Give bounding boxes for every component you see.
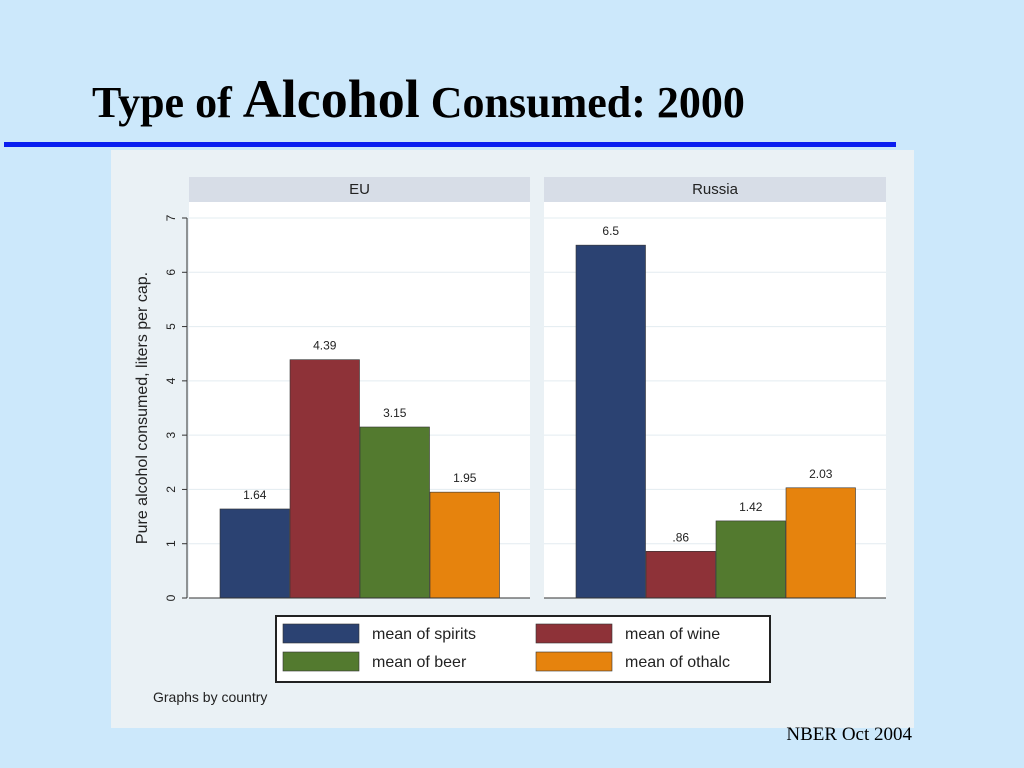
y-tick-label: 0	[164, 594, 178, 601]
title-text-3: Consumed: 2000	[430, 78, 745, 127]
chart-panel: EU 1.64 4.39 3.15 1.95 Russia 6.5 .86 1.42 2.03 0…	[111, 150, 914, 728]
bar-value-label: 2.03	[809, 467, 833, 481]
panels-layer: EU 1.64 4.39 3.15 1.95 Russia 6.5 .86 1.42 2.03	[189, 177, 886, 599]
bar-value-label: 1.42	[739, 500, 763, 514]
slide-footer: NBER Oct 2004	[786, 724, 912, 745]
bar-russia-2	[715, 520, 786, 599]
title-text-2: Alcohol	[242, 69, 420, 129]
y-axis-title: Pure alcohol consumed, liters per cap.	[134, 272, 151, 544]
legend-label: mean of othalc	[625, 654, 730, 671]
title-text-1: Type of	[92, 78, 232, 127]
bar-russia-1	[645, 551, 716, 599]
y-tick-label: 5	[164, 323, 178, 330]
bar-russia-0	[575, 244, 646, 599]
legend-swatch	[282, 623, 360, 644]
bar-eu-2	[359, 426, 430, 599]
panel-header-strip	[189, 177, 530, 202]
legend-label: mean of spirits	[372, 626, 476, 643]
y-tick-label: 2	[164, 486, 178, 493]
legend-swatch	[535, 651, 613, 672]
legend-label: mean of wine	[625, 626, 720, 643]
y-tick-label: 6	[164, 269, 178, 276]
title-underline	[4, 142, 896, 147]
bar-value-label: 3.15	[383, 406, 407, 420]
y-tick-label: 7	[164, 214, 178, 221]
bar-value-label: .86	[672, 530, 689, 544]
bar-value-label: 4.39	[313, 339, 337, 353]
slide-title: Type of Alcohol Consumed: 2000	[92, 72, 745, 126]
panel-title: Russia	[692, 181, 739, 198]
legend-swatch	[282, 651, 360, 672]
panel-header-strip	[544, 177, 886, 202]
legend-label: mean of beer	[372, 654, 467, 671]
panel-russia: Russia 6.5 .86 1.42 2.03	[544, 177, 886, 599]
bar-eu-1	[289, 359, 360, 599]
y-tick-label: 3	[164, 431, 178, 438]
y-tick-label: 4	[164, 377, 178, 384]
y-tick-label: 1	[164, 540, 178, 547]
bar-value-label: 6.5	[602, 224, 619, 238]
bar-value-label: 1.64	[243, 488, 267, 502]
panel-title: EU	[349, 181, 370, 198]
y-axis: 0 1 2 3 4 5 6 7 Pure alcohol consumed, liters pe…	[134, 214, 188, 601]
bar-eu-0	[219, 508, 290, 599]
legend-swatch	[535, 623, 613, 644]
bar-russia-3	[785, 487, 856, 599]
legend: mean of spirits mean of wine mean of beer m…	[275, 615, 771, 683]
bar-value-label: 1.95	[453, 471, 477, 485]
bar-eu-3	[429, 491, 500, 599]
bar-chart: EU 1.64 4.39 3.15 1.95 Russia 6.5 .86 1.42 2.03 0…	[134, 177, 886, 705]
graphs-by-note: Graphs by country	[153, 689, 267, 705]
panel-eu: EU 1.64 4.39 3.15 1.95	[189, 177, 530, 599]
